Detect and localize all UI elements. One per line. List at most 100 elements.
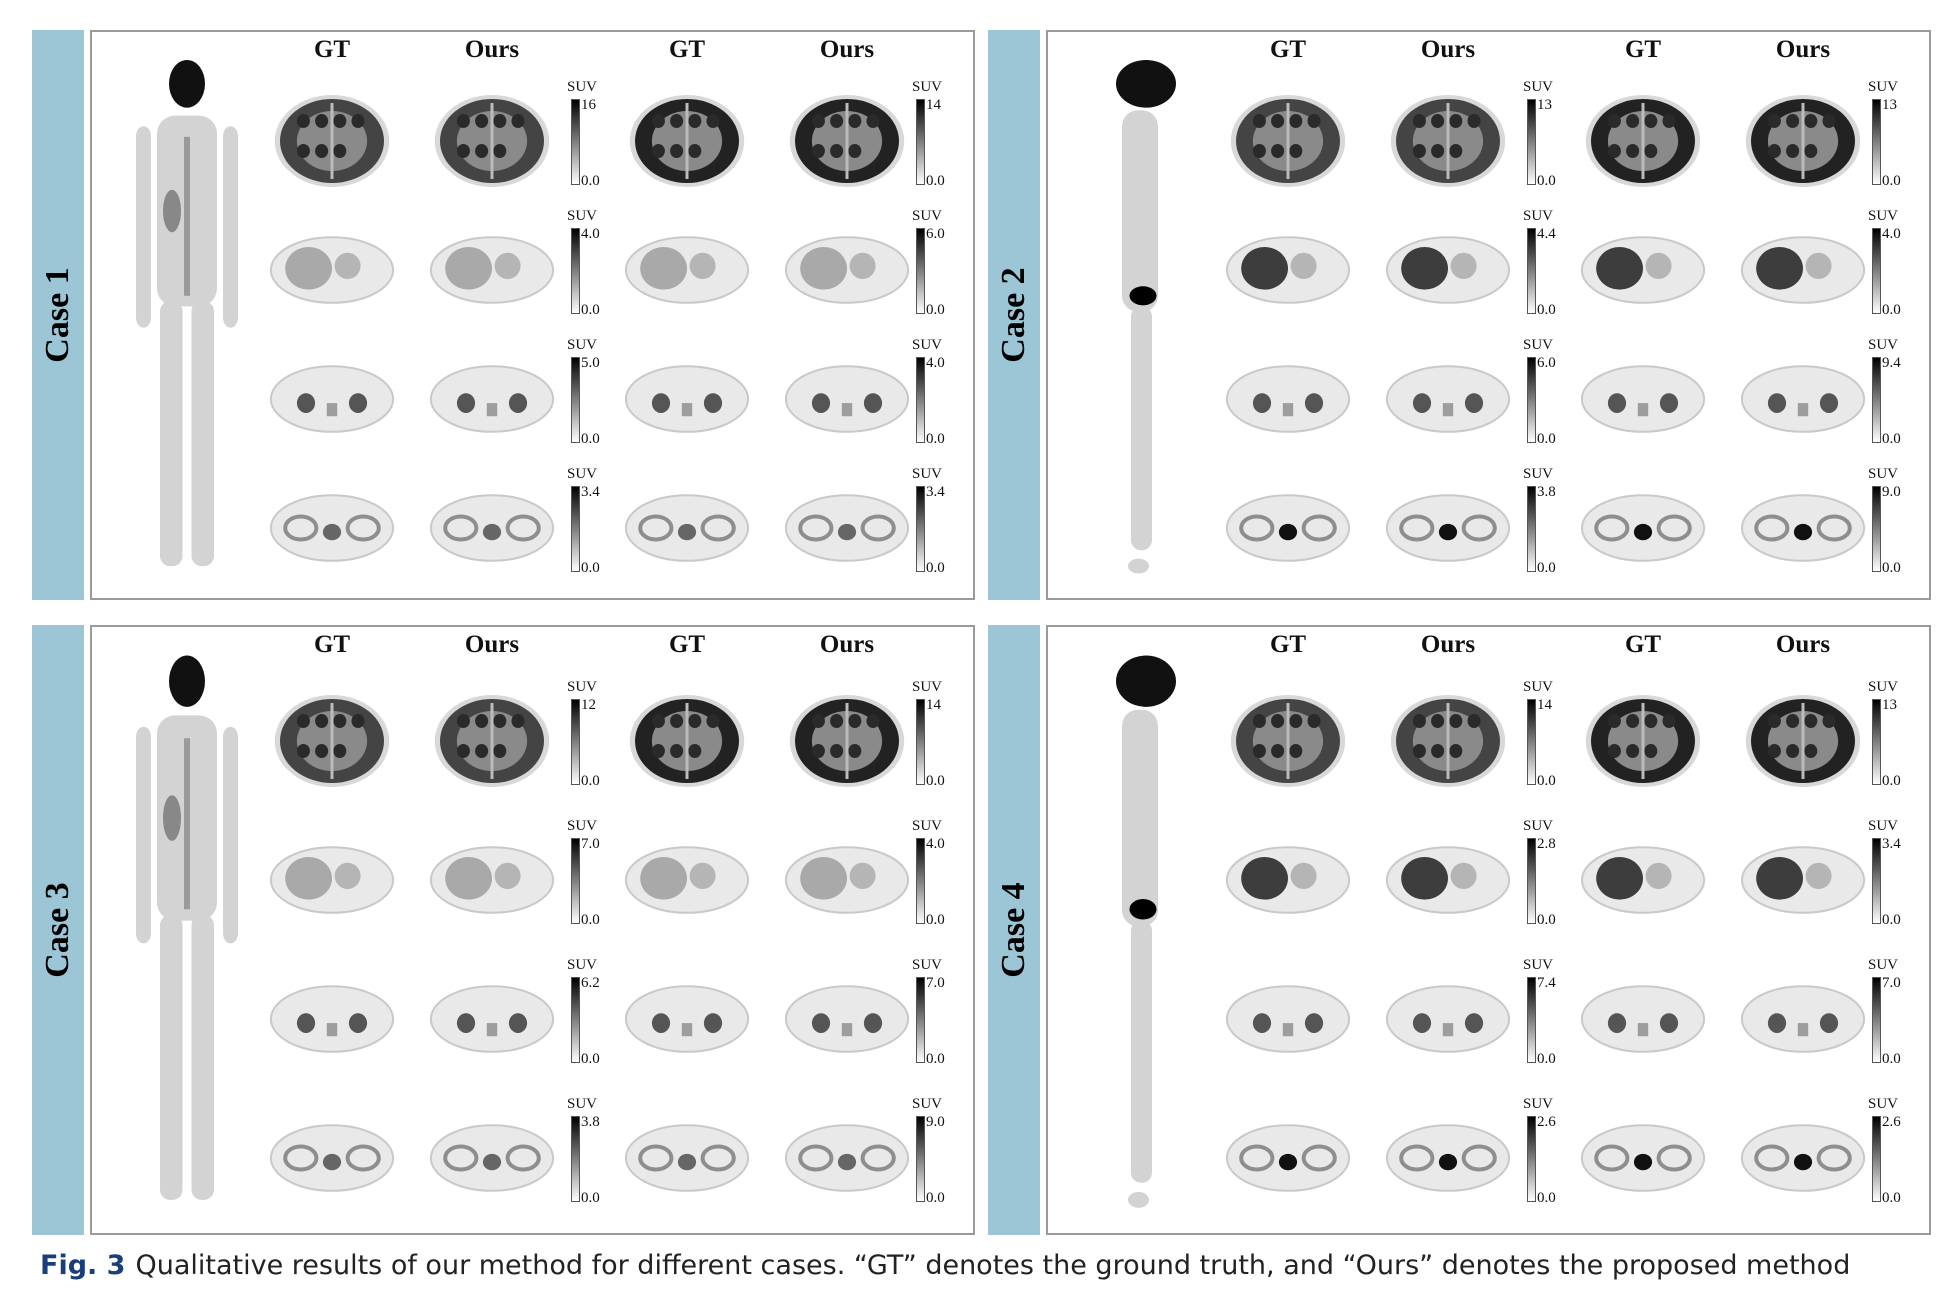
spine (1443, 1023, 1453, 1036)
organ-heart (1806, 253, 1832, 279)
gt-slice-image (267, 1117, 397, 1199)
colorbar-max: 3.8 (581, 1114, 600, 1131)
brain-gyrus (1786, 714, 1799, 728)
ours-slice-image (427, 229, 557, 311)
brain-gyrus (1253, 114, 1266, 128)
ours-slice-image (1738, 91, 1868, 191)
brain-gyrus (1289, 114, 1302, 128)
brain-gyrus (333, 144, 346, 158)
body-contour (1227, 366, 1349, 432)
case-panel-3: GT Ours GT Ours SUV 12 0.0 SUV 14 0.0 SUV 7.0 0.0 SUV… (90, 625, 975, 1235)
colorbar-min: 0.0 (926, 1190, 945, 1207)
brain-gyrus (1449, 144, 1462, 158)
brain-gyrus (512, 114, 525, 128)
brain-gyrus (493, 114, 506, 128)
brain-gyrus (1804, 114, 1817, 128)
brain-gyrus (352, 114, 365, 128)
gt-slice-image (1223, 1117, 1353, 1199)
case-panel-4: GT Ours GT Ours SUV 14 0.0 SUV 13 0.0 SUV 2.8 0.0 SUV… (1046, 625, 1931, 1235)
left-arm (136, 126, 151, 327)
brain-gyrus (1786, 144, 1799, 158)
case-panel-1: GT Ours GT Ours SUV 16 0.0 SUV 14 0.0 SUV 4.0 0.0 SUV… (90, 30, 975, 600)
ours-slice-image (1383, 1117, 1513, 1199)
colorbar-min: 0.0 (1882, 431, 1901, 448)
spine (327, 403, 337, 416)
brain-gyrus (1468, 114, 1481, 128)
organ-liver (640, 857, 687, 900)
body-contour (431, 986, 553, 1052)
colorbar-max: 14 (1537, 697, 1552, 714)
spine (1798, 1023, 1808, 1036)
organ-bladder (483, 1154, 501, 1170)
colorbar-unit: SUV (912, 337, 942, 354)
column-label-gt: GT (669, 631, 705, 659)
colorbar-unit: SUV (912, 679, 942, 696)
brain-gyrus (315, 714, 328, 728)
brain-gyrus (1271, 714, 1284, 728)
organ-kidney (1413, 1013, 1431, 1033)
column-label-gt: GT (669, 36, 705, 64)
colorbar-max: 7.0 (1882, 975, 1901, 992)
organ-heart (850, 253, 876, 279)
column-label-gt: GT (1270, 631, 1306, 659)
organ-liver (445, 857, 492, 900)
organ-liver (640, 247, 687, 290)
brain-gyrus (867, 114, 880, 128)
brain-gyrus (688, 144, 701, 158)
suv-colorbar: SUV 4.4 0.0 (1523, 208, 1583, 328)
colorbar-gradient (916, 486, 925, 572)
brain-gyrus (848, 144, 861, 158)
suv-colorbar: SUV 4.0 0.0 (1868, 208, 1928, 328)
left-leg (160, 301, 183, 566)
brain-gyrus (867, 714, 880, 728)
organ-kidney (1820, 1013, 1838, 1033)
colorbar-min: 0.0 (1882, 302, 1901, 319)
brain-gyrus (830, 114, 843, 128)
colorbar-unit: SUV (1523, 957, 1553, 974)
colorbar-gradient (1872, 977, 1881, 1063)
foot (1128, 559, 1149, 574)
colorbar-unit: SUV (912, 1096, 942, 1113)
brain-gyrus (333, 744, 346, 758)
suv-colorbar: SUV 4.0 0.0 (912, 337, 972, 457)
organ-bladder (1279, 524, 1297, 540)
ours-slice-image (1738, 358, 1868, 440)
suv-colorbar: SUV 14 0.0 (912, 79, 972, 199)
colorbar-min: 0.0 (1882, 1190, 1901, 1207)
gt-slice-image (267, 839, 397, 921)
colorbar-gradient (1527, 977, 1536, 1063)
colorbar-gradient (916, 99, 925, 185)
colorbar-max: 4.0 (926, 355, 945, 372)
colorbar-min: 0.0 (1537, 773, 1556, 790)
brain-gyrus (848, 744, 861, 758)
organ-bladder (1634, 524, 1652, 540)
brain-gyrus (297, 114, 310, 128)
brain-gyrus (688, 114, 701, 128)
colorbar-max: 6.0 (926, 226, 945, 243)
gt-slice-image (267, 691, 397, 791)
colorbar-min: 0.0 (926, 431, 945, 448)
column-label-ours: Ours (1776, 631, 1830, 659)
brain-gyrus (1663, 714, 1676, 728)
body-contour (786, 366, 908, 432)
brain-gyrus (830, 144, 843, 158)
ours-slice-image (427, 91, 557, 191)
colorbar-unit: SUV (1868, 818, 1898, 835)
colorbar-max: 13 (1882, 697, 1897, 714)
organ-heart (1291, 863, 1317, 889)
colorbar-gradient (571, 228, 580, 314)
brain-gyrus (1644, 144, 1657, 158)
colorbar-gradient (1872, 357, 1881, 443)
colorbar-max: 6.0 (1537, 355, 1556, 372)
organ-liver (800, 857, 847, 900)
colorbar-min: 0.0 (926, 1051, 945, 1068)
brain-gyrus (707, 114, 720, 128)
whole-body-pet-image (1068, 647, 1218, 1217)
brain-gyrus (812, 744, 825, 758)
colorbar-unit: SUV (1523, 79, 1553, 96)
colorbar-unit: SUV (567, 466, 597, 483)
head (169, 656, 205, 707)
brain-gyrus (475, 714, 488, 728)
spine (487, 403, 497, 416)
